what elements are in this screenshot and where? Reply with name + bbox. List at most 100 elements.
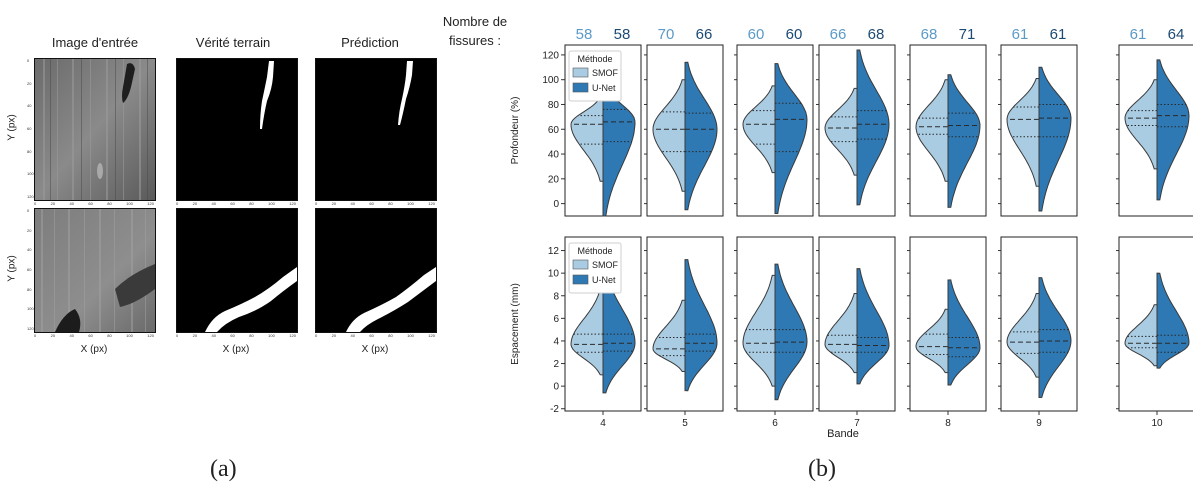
count-smof-9: 61: [1012, 26, 1029, 43]
violin-smof-4-0: [570, 96, 604, 182]
input-image-2: [34, 208, 156, 333]
legend-label-smof-1: SMOF: [592, 260, 619, 270]
violin-unet-8-1: [947, 279, 981, 386]
y-tick-label: 6: [553, 314, 559, 325]
x-ticks-row2-col3: 0 20 40 60 80 100 120: [315, 333, 435, 338]
x-axis-label: Bande: [827, 428, 859, 440]
input-image-1: [34, 58, 156, 201]
subplot-frame-6: [736, 44, 814, 217]
legend-label-smof-0: SMOF: [592, 68, 619, 78]
violin-unet-6-0: [774, 63, 808, 215]
violin-unet-10-0: [1156, 59, 1190, 201]
y-axis-label-1: Espacement (mm): [510, 283, 521, 365]
x-tick-label-9: 9: [1036, 418, 1042, 429]
legend-title-0: Méthode: [577, 54, 612, 64]
x-tick-label-8: 8: [945, 418, 951, 429]
violin-unet-5-1: [684, 259, 718, 392]
violin-unet-9-0: [1038, 66, 1072, 212]
count-smof-8: 68: [921, 26, 938, 43]
y-tick-label: 60: [548, 125, 560, 136]
y-tick-label: 120: [542, 50, 559, 61]
violin-smof-9-1: [1006, 292, 1040, 378]
violin-unet-6-1: [774, 263, 808, 401]
x-tick-label-10: 10: [1151, 418, 1163, 429]
legend-swatch-unet-1: [572, 274, 589, 285]
y-tick-label: 10: [548, 269, 560, 280]
x-tick-label-7: 7: [854, 418, 860, 429]
y-ticks-row2: 0 20 40 60 80 100 120: [27, 208, 34, 331]
count-header-line2: fissures :: [449, 33, 501, 48]
count-smof-7: 66: [830, 26, 847, 43]
legend-title-1: Méthode: [577, 246, 612, 256]
violin-smof-10-1: [1124, 304, 1158, 367]
count-smof-5: 70: [658, 26, 675, 43]
legend-swatch-smof-0: [572, 67, 589, 78]
count-unet-4: 58: [614, 26, 631, 43]
violin-smof-5-1: [652, 299, 686, 373]
y-tick-label: 100: [542, 75, 559, 86]
y-axis-label-row1: Y (px): [6, 114, 18, 141]
violin-smof-8-1: [915, 308, 949, 374]
y-tick-label: 4: [553, 336, 559, 347]
x-tick-label-6: 6: [772, 418, 778, 429]
count-unet-9: 61: [1050, 26, 1067, 43]
y-axis-label-row2: Y (px): [6, 255, 18, 282]
violin-smof-8-0: [915, 79, 949, 182]
count-unet-5: 66: [696, 26, 713, 43]
count-unet-7: 68: [868, 26, 885, 43]
y-tick-label: -2: [550, 404, 559, 415]
caption-b: (b): [808, 456, 836, 482]
count-smof-4: 58: [576, 26, 593, 43]
y-tick-label: 0: [553, 382, 559, 393]
x-axis-label-col3: X (px): [361, 344, 389, 355]
subplot-frame-9: [1000, 44, 1078, 217]
count-smof-6: 60: [748, 26, 765, 43]
col-title-input: Image d'entrée: [51, 35, 139, 50]
violin-smof-10-0: [1124, 79, 1158, 170]
count-header-line1: Nombre de: [443, 14, 507, 29]
count-unet-10: 64: [1168, 26, 1185, 43]
x-tick-label-5: 5: [682, 418, 688, 429]
y-tick-label: 40: [548, 150, 560, 161]
subplot-frame-5: [646, 44, 724, 217]
legend-swatch-unet-0: [572, 82, 589, 93]
y-tick-label: 20: [548, 174, 560, 185]
y-tick-label: 12: [548, 246, 560, 257]
caption-a: (a): [210, 456, 237, 482]
violin-smof-4-1: [570, 288, 604, 376]
y-tick-label: 8: [553, 291, 559, 302]
y-tick-label: 0: [553, 199, 559, 210]
count-unet-6: 60: [786, 26, 803, 43]
ground-truth-1: [176, 58, 298, 201]
ground-truth-2: [176, 208, 298, 333]
legend-swatch-smof-1: [572, 259, 589, 270]
violin-unet-4-0: [602, 84, 636, 217]
subplot-frame-8: [909, 44, 987, 217]
x-tick-label-4: 4: [600, 418, 606, 429]
violin-unet-7-1: [856, 268, 890, 385]
y-tick-label: 2: [553, 359, 559, 370]
col-title-ground-truth: Vérité terrain: [195, 35, 271, 50]
violin-smof-6-0: [742, 85, 776, 174]
violin-unet-9-1: [1038, 277, 1072, 398]
x-ticks-row1-col1: 0 20 40 60 80 100 120: [34, 201, 154, 206]
legend-label-unet-0: U-Net: [592, 83, 616, 93]
violin-unet-5-0: [684, 61, 718, 211]
violin-unet-10-1: [1156, 272, 1190, 369]
x-ticks-row1-col2: 0 20 40 60 80 100 120: [176, 201, 296, 206]
legend-label-unet-1: U-Net: [592, 275, 616, 285]
violin-smof-9-0: [1006, 77, 1040, 187]
x-ticks-row2-col2: 0 20 40 60 80 100 120: [176, 333, 296, 338]
prediction-1: [315, 58, 437, 201]
count-unet-8: 71: [959, 26, 976, 43]
x-axis-label-col1: X (px): [80, 344, 108, 355]
col-title-prediction: Prédiction: [341, 35, 399, 50]
x-ticks-row2-col1: 0 20 40 60 80 100 120: [34, 333, 154, 338]
violin-unet-7-0: [856, 49, 890, 206]
y-tick-label: 80: [548, 100, 560, 111]
count-smof-10: 61: [1130, 26, 1147, 43]
violin-smof-5-0: [652, 79, 686, 192]
subplot-frame-10: [1118, 44, 1193, 217]
x-axis-label-col2: X (px): [222, 344, 250, 355]
